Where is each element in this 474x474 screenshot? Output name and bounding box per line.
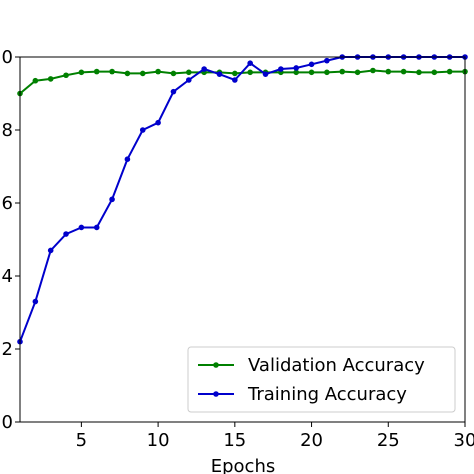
point (109, 68, 115, 75)
point (232, 77, 238, 83)
point (293, 69, 300, 76)
point (93, 224, 100, 231)
x-tick-label: 10 (147, 430, 170, 451)
y-tick-label: 1.0 (0, 47, 13, 68)
point (93, 68, 100, 75)
point (170, 88, 177, 95)
point (32, 298, 39, 305)
point (124, 70, 131, 77)
point (385, 68, 392, 75)
series-line (19, 69, 465, 95)
point (32, 77, 39, 84)
x-tick-label: 25 (377, 430, 400, 451)
point (339, 68, 346, 75)
point (109, 196, 115, 203)
point (262, 71, 269, 77)
x-tick-label: 15 (223, 430, 246, 451)
series-line (19, 56, 465, 343)
x-tick-label: 20 (300, 430, 323, 451)
point (170, 70, 177, 77)
point (63, 231, 69, 237)
point (431, 69, 438, 76)
y-tick-label: 0.8 (0, 120, 13, 141)
point (139, 127, 146, 133)
point (400, 68, 407, 75)
point (293, 65, 300, 71)
x-tick-label: 5 (76, 430, 87, 451)
point (63, 72, 69, 79)
point (446, 68, 453, 75)
point (78, 69, 85, 76)
point (47, 247, 54, 254)
legend-label: Training Accuracy (247, 384, 407, 405)
point (124, 156, 131, 162)
point (278, 66, 284, 72)
legend-box (187, 346, 456, 413)
x-tick-label: 30 (454, 430, 474, 451)
point (47, 76, 54, 82)
point (185, 69, 192, 76)
legend-label: Validation Accuracy (248, 355, 425, 376)
point (308, 69, 315, 76)
point (139, 70, 146, 77)
point (201, 66, 207, 72)
point (155, 119, 161, 126)
point (308, 61, 315, 68)
point (247, 69, 253, 76)
y-tick-label: 0.0 (0, 412, 13, 433)
point (78, 224, 85, 231)
point (247, 60, 253, 67)
legend-marker (213, 362, 219, 368)
point (354, 69, 361, 76)
point (155, 68, 161, 75)
point (216, 71, 223, 77)
point (185, 77, 192, 83)
x-axis-label: Epochs (211, 456, 276, 474)
point (232, 70, 238, 77)
point (370, 67, 376, 74)
y-tick-label: 0.6 (0, 193, 13, 214)
y-tick-label: 0.2 (0, 339, 13, 360)
plot-frame (19, 56, 466, 423)
legend-marker (213, 391, 219, 397)
point (324, 69, 330, 76)
point (416, 69, 422, 76)
point (324, 57, 330, 64)
y-tick-label: 0.4 (0, 266, 13, 287)
